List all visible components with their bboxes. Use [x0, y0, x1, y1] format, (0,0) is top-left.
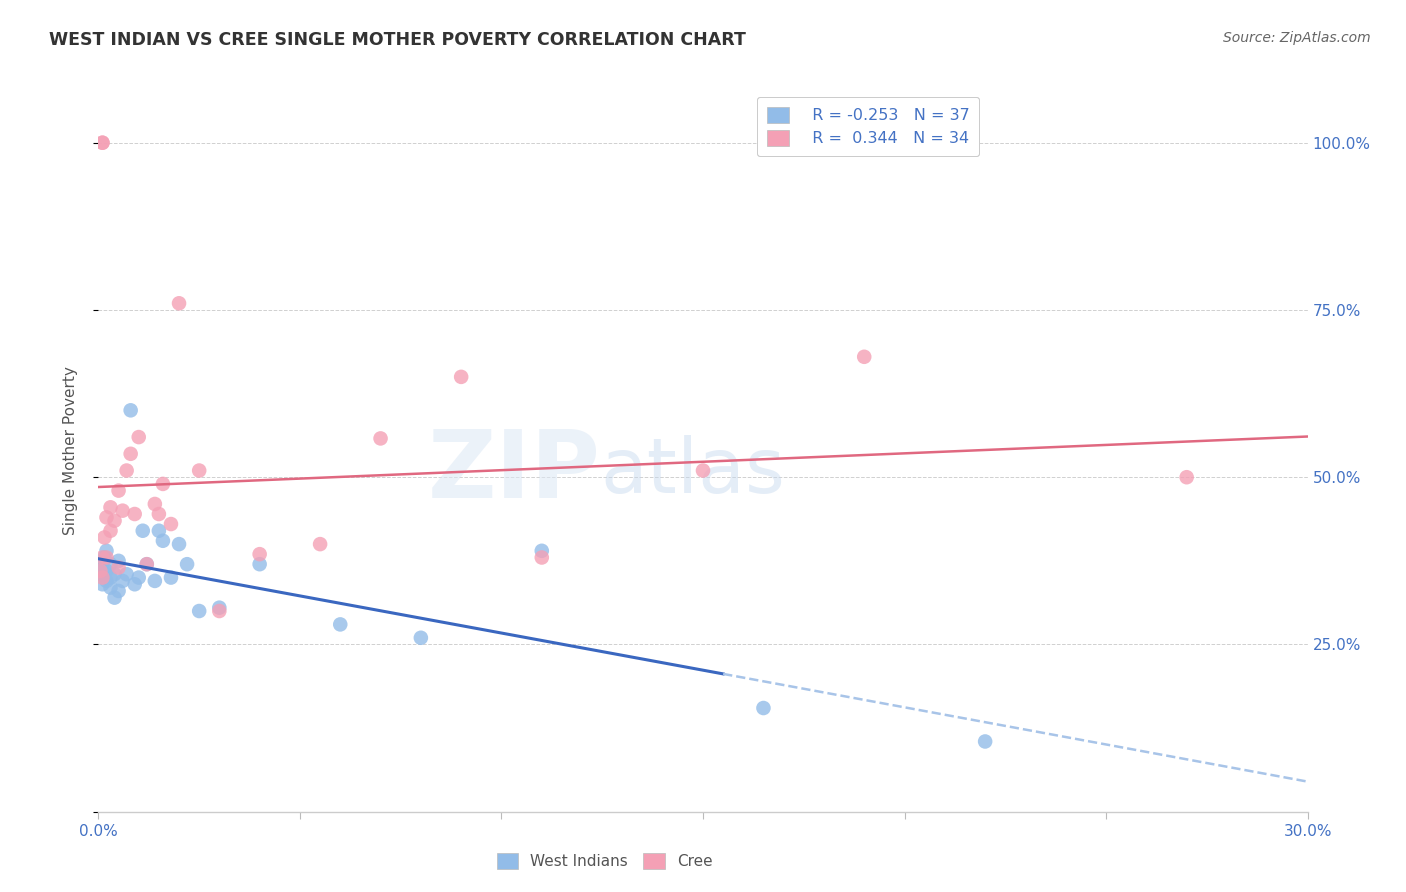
Point — [249, 557, 271, 572]
Point — [148, 524, 170, 538]
Point — [530, 543, 553, 558]
Point — [103, 514, 125, 528]
Point — [167, 537, 190, 551]
Point — [91, 571, 114, 585]
Point — [124, 577, 146, 591]
Point — [249, 547, 271, 561]
Point — [100, 581, 122, 595]
Point — [111, 503, 134, 517]
Point — [107, 584, 129, 599]
Point — [111, 574, 134, 588]
Point — [120, 403, 142, 417]
Point — [329, 617, 352, 632]
Point — [89, 557, 111, 572]
Point — [100, 500, 122, 515]
Point — [100, 557, 122, 572]
Point — [91, 554, 114, 568]
Point — [96, 510, 118, 524]
Text: atlas: atlas — [600, 435, 785, 509]
Point — [120, 447, 142, 461]
Point — [160, 517, 183, 532]
Point — [107, 554, 129, 568]
Point — [91, 550, 114, 565]
Point — [176, 557, 198, 572]
Point — [1175, 470, 1198, 484]
Point — [91, 577, 114, 591]
Point — [370, 432, 392, 446]
Point — [93, 530, 115, 544]
Point — [115, 567, 138, 582]
Text: WEST INDIAN VS CREE SINGLE MOTHER POVERTY CORRELATION CHART: WEST INDIAN VS CREE SINGLE MOTHER POVERT… — [49, 31, 747, 49]
Point — [115, 464, 138, 478]
Legend:   R = -0.253   N = 37,   R =  0.344   N = 34: R = -0.253 N = 37, R = 0.344 N = 34 — [756, 97, 979, 156]
Point — [100, 524, 122, 538]
Point — [90, 567, 112, 582]
Point — [409, 631, 432, 645]
Point — [752, 701, 775, 715]
Point — [450, 369, 472, 384]
Point — [96, 550, 118, 565]
Point — [100, 571, 122, 585]
Legend: West Indians, Cree: West Indians, Cree — [491, 847, 718, 875]
Point — [143, 497, 166, 511]
Point — [96, 574, 118, 588]
Point — [135, 557, 157, 572]
Point — [93, 550, 115, 565]
Point — [124, 507, 146, 521]
Text: Source: ZipAtlas.com: Source: ZipAtlas.com — [1223, 31, 1371, 45]
Point — [530, 550, 553, 565]
Point — [974, 734, 997, 748]
Point — [152, 533, 174, 548]
Point — [135, 557, 157, 572]
Point — [89, 564, 111, 578]
Point — [96, 543, 118, 558]
Point — [103, 591, 125, 605]
Point — [128, 430, 150, 444]
Point — [309, 537, 332, 551]
Point — [103, 567, 125, 582]
Point — [853, 350, 876, 364]
Point — [91, 136, 114, 150]
Point — [143, 574, 166, 588]
Point — [208, 604, 231, 618]
Point — [96, 564, 118, 578]
Point — [188, 604, 211, 618]
Point — [167, 296, 190, 310]
Point — [107, 560, 129, 574]
Point — [91, 136, 114, 150]
Point — [188, 464, 211, 478]
Point — [107, 483, 129, 498]
Point — [152, 476, 174, 491]
Point — [148, 507, 170, 521]
Point — [132, 524, 155, 538]
Text: ZIP: ZIP — [427, 426, 600, 518]
Point — [91, 560, 114, 574]
Point — [208, 600, 231, 615]
Point — [160, 571, 183, 585]
Point — [692, 464, 714, 478]
Point — [128, 571, 150, 585]
Y-axis label: Single Mother Poverty: Single Mother Poverty — [63, 366, 77, 535]
